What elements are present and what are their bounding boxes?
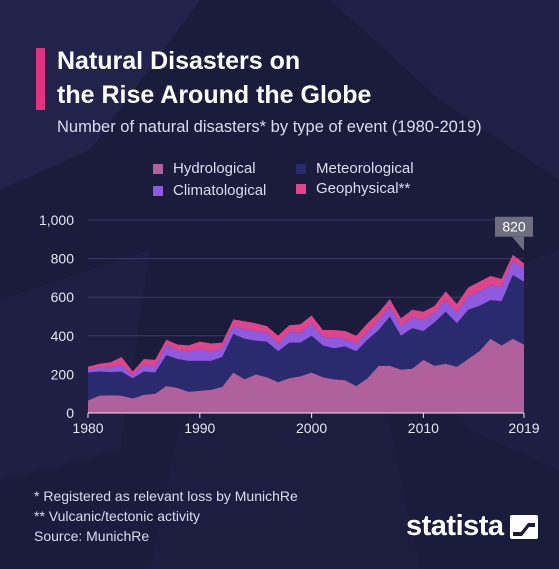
title-accent-bar: [36, 48, 45, 110]
legend-item-climatological: Climatological: [153, 182, 266, 199]
page-title: Natural Disasters on the Rise Around the…: [57, 44, 527, 112]
area-series-climatological: [88, 260, 524, 379]
area-series-meteorological: [88, 275, 524, 401]
legend-item-meteorological: Meteorological: [296, 160, 414, 177]
legend-label-geophysical: Geophysical**: [316, 180, 411, 197]
annotation-box: [495, 216, 533, 237]
statista-logo-icon: [509, 514, 538, 539]
title-line-1: Natural Disasters on: [57, 47, 301, 75]
annotation-pointer: [512, 236, 524, 251]
x-tick-label: 1980: [72, 420, 103, 436]
chart-legend: Hydrological Meteorological Climatologic…: [153, 160, 453, 204]
footnote-1: * Registered as relevant loss by MunichR…: [34, 488, 298, 504]
footnote-2: ** Vulcanic/tectonic activity: [34, 508, 200, 524]
y-tick-label: 1,000: [39, 212, 74, 228]
logo-text: statista: [406, 510, 504, 542]
legend-swatch-climatological: [153, 185, 163, 196]
y-tick-label: 0: [66, 405, 74, 421]
legend-label-climatological: Climatological: [173, 182, 267, 199]
legend-swatch-geophysical: [296, 183, 306, 194]
legend-swatch-meteorological: [296, 163, 306, 174]
area-series-hydrological: [88, 338, 524, 413]
y-tick-label: 600: [51, 289, 75, 305]
annotation-label: 820: [502, 219, 526, 235]
title-line-2: the Rise Around the Globe: [57, 81, 372, 109]
x-tick-label: 2000: [296, 420, 327, 436]
legend-label-hydrological: Hydrological: [173, 160, 256, 177]
x-tick-label: 1990: [184, 420, 215, 436]
legend-label-meteorological: Meteorological: [316, 160, 414, 177]
legend-item-geophysical: Geophysical**: [296, 180, 410, 197]
legend-item-hydrological: Hydrological: [153, 160, 256, 177]
legend-swatch-hydrological: [153, 163, 163, 174]
area-series-geophysical: [88, 254, 524, 376]
x-tick-label: 2010: [408, 420, 439, 436]
y-tick-label: 200: [51, 366, 75, 382]
y-tick-label: 400: [51, 328, 75, 344]
chart-subtitle: Number of natural disasters* by type of …: [57, 118, 482, 136]
source-note: Source: MunichRe: [34, 528, 150, 544]
statista-logo[interactable]: statista: [406, 510, 538, 543]
x-tick-label: 2019: [508, 420, 539, 436]
footnotes: * Registered as relevant loss by MunichR…: [34, 486, 298, 546]
y-tick-label: 800: [51, 251, 75, 267]
